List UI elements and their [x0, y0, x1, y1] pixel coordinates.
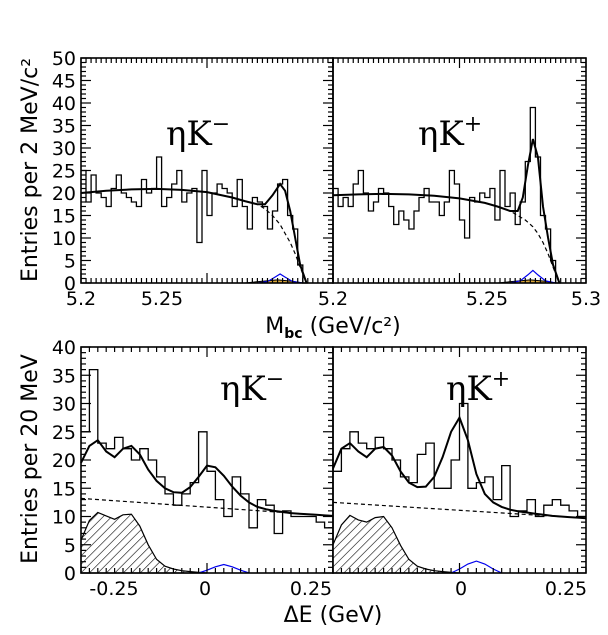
background-curve	[80, 188, 308, 284]
panel-2: 5.25 5.3 ηK+	[332, 57, 601, 310]
y-tick-label: 50	[52, 48, 76, 70]
data-histogram	[81, 368, 333, 535]
panel-3: 0 5 10 15 20 25 30 35 40 -0.25 0 0.25 ηK−	[52, 337, 334, 600]
y-tick-label: 5	[64, 251, 76, 273]
x-tick-label: 0	[199, 578, 211, 600]
panel-label-sup: +	[464, 112, 482, 137]
fit-curve	[80, 182, 308, 284]
data-histogram	[81, 156, 308, 284]
top-y-axis-title: Entries per 2 MeV/c²	[18, 58, 43, 282]
fit-curve	[80, 438, 334, 517]
bottom-y-axis-title: Entries per 20 MeV	[18, 354, 43, 564]
bb-background-area	[332, 514, 460, 574]
panel-label-main: ηK	[418, 114, 464, 154]
x-tick-label: 5.25	[141, 288, 183, 310]
y-tick-label: 0	[64, 273, 76, 295]
top-x-axis-title-rest: (GeV/c²)	[303, 314, 401, 339]
panel-4: 0 0.25 ηK+	[332, 346, 587, 600]
y-tick-label: 20	[52, 183, 76, 205]
panel-label-main: ηK	[220, 369, 266, 409]
y-tick-label: 0	[64, 563, 76, 585]
y-tick-label: 25	[52, 422, 76, 444]
y-tick-label: 35	[52, 365, 76, 387]
panel-label: ηK−	[220, 367, 284, 409]
x-tick-label: 0.25	[545, 578, 587, 600]
x-tick-label: 5.25	[466, 288, 508, 310]
y-tick-label: 45	[52, 71, 76, 93]
panel-label-sup: −	[212, 112, 230, 137]
panel-label: ηK+	[446, 367, 510, 409]
y-tick-label: 25	[52, 161, 76, 183]
panel-label-main: ηK	[166, 114, 212, 154]
data-histogram	[333, 402, 586, 518]
x-tick-label: 5.2	[66, 288, 96, 310]
bottom-x-axis-title: ΔE (GeV)	[284, 603, 383, 628]
y-tick-label: 15	[52, 478, 76, 500]
x-tick-label: 0.25	[290, 578, 332, 600]
top-x-axis-title-main: M	[265, 314, 284, 339]
y-tick-label: 10	[52, 507, 76, 529]
panel-frame	[332, 57, 587, 284]
y-tick-label: 30	[52, 138, 76, 160]
panel-label: ηK−	[166, 112, 230, 154]
x-tick-label: 0	[455, 578, 467, 600]
y-tick-label: 35	[52, 116, 76, 138]
x-tick-label: 5.3	[571, 288, 601, 310]
y-tick-label: 40	[52, 337, 76, 359]
y-tick-label: 40	[52, 93, 76, 115]
x-tick-label: -0.25	[89, 578, 138, 600]
panel-label-sup: −	[266, 367, 284, 392]
bb-background-area	[80, 511, 208, 574]
x-tick-label: 5.2	[318, 288, 348, 310]
top-x-axis-title: Mbc (GeV/c²)	[265, 314, 400, 342]
y-tick-label: 30	[52, 394, 76, 416]
fit-curve	[332, 138, 561, 284]
panel-label: ηK+	[418, 112, 482, 154]
panel-label-main: ηK	[446, 369, 492, 409]
fit-curve	[332, 415, 587, 520]
top-x-axis-title-sub: bc	[284, 326, 302, 342]
panel-label-sup: +	[492, 367, 510, 392]
y-tick-label: 20	[52, 450, 76, 472]
y-tick-label: 10	[52, 228, 76, 250]
background-curve	[332, 193, 560, 284]
y-tick-label: 15	[52, 206, 76, 228]
y-tick-label: 5	[64, 535, 76, 557]
